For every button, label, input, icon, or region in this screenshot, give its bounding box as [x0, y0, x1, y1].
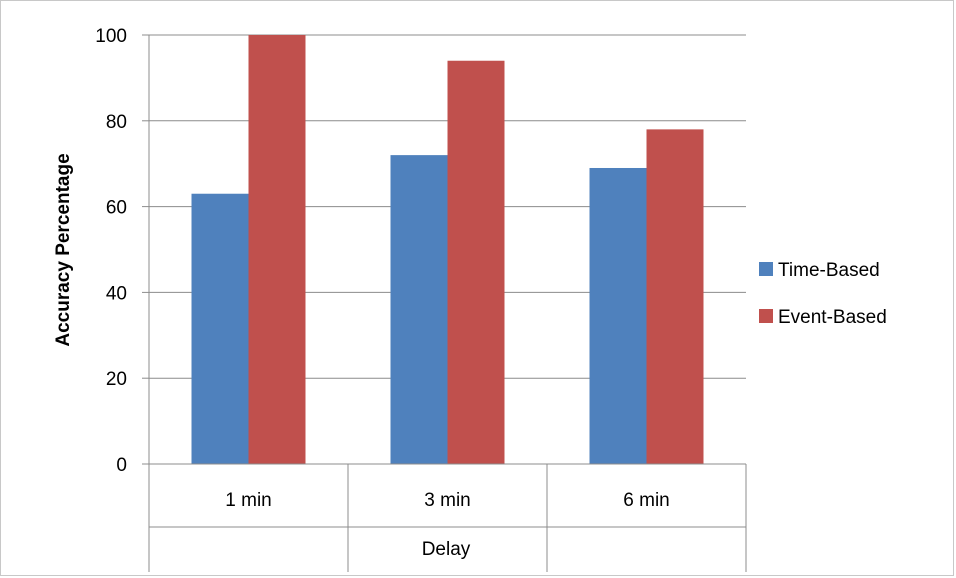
y-tick-label: 100	[95, 26, 127, 47]
bar-time-based-0	[191, 193, 249, 465]
y-tick-label: 40	[106, 283, 127, 304]
bar-event-based-2	[646, 129, 704, 464]
bar-time-based-1	[390, 155, 448, 464]
y-tick-label: 0	[116, 455, 127, 476]
y-tick-label: 20	[106, 369, 127, 390]
bars	[191, 35, 704, 465]
x-tick-label: 3 min	[424, 490, 470, 511]
x-axis-title: Delay	[422, 539, 471, 560]
y-tick-label: 60	[106, 198, 127, 219]
legend: Time-Based Event-Based	[759, 260, 887, 328]
legend-swatch	[759, 262, 773, 276]
bar-event-based-0	[248, 35, 306, 464]
x-tick-labels: 1 min 3 min 6 min	[225, 490, 669, 511]
legend-label: Event-Based	[778, 307, 887, 328]
legend-swatch	[759, 309, 773, 323]
y-axis-title: Accuracy Percentage	[53, 153, 74, 346]
x-tick-label: 1 min	[225, 490, 271, 511]
bar-event-based-1	[447, 60, 505, 465]
y-tick-label: 80	[106, 112, 127, 133]
y-tick-labels: 0 20 40 60 80 100	[95, 26, 127, 476]
legend-label: Time-Based	[778, 260, 880, 281]
x-tick-label: 6 min	[623, 490, 669, 511]
bar-time-based-2	[589, 167, 647, 465]
axes	[148, 35, 747, 572]
